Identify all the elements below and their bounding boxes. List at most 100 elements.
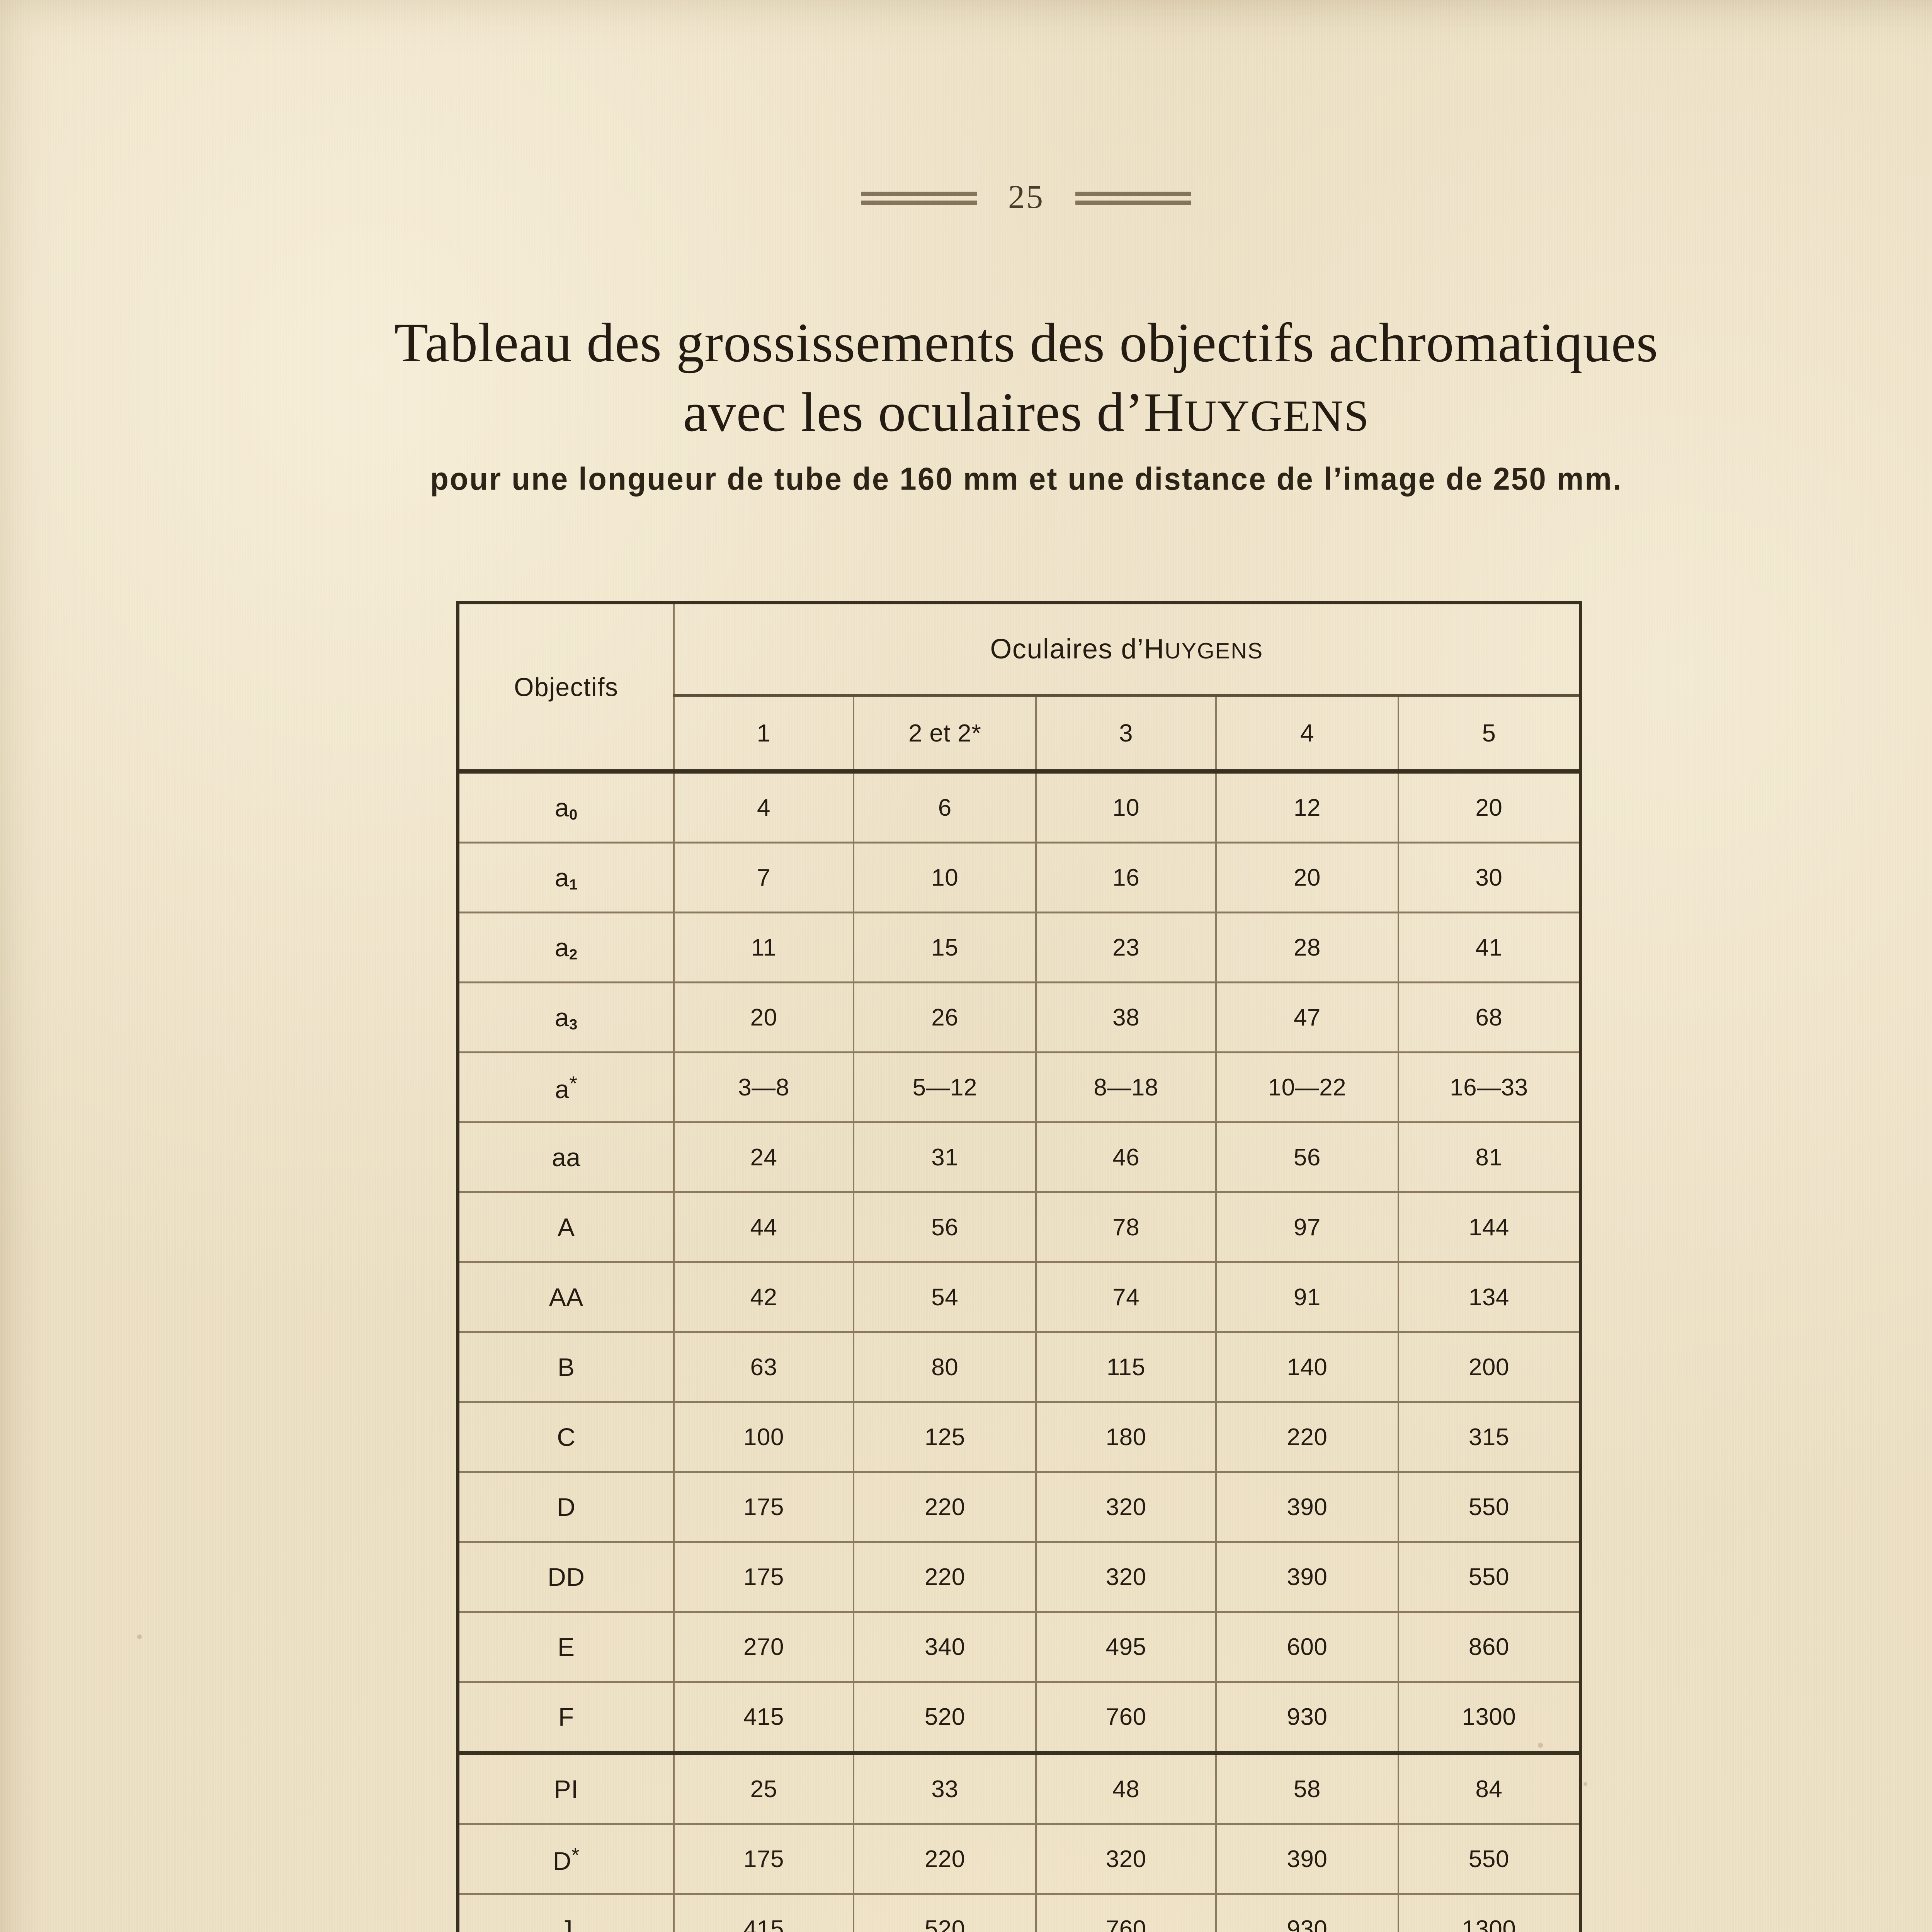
magnification-value: 415 — [673, 1893, 855, 1932]
magnification-value: 115 — [1035, 1331, 1217, 1403]
page-subtitle-line: avec les oculaires d’HUYGENS — [0, 377, 1932, 448]
row-label-objective: D — [457, 1471, 675, 1543]
column-header-5: 5 — [1397, 695, 1582, 774]
magnification-value: 320 — [1035, 1471, 1217, 1543]
magnification-value: 47 — [1215, 981, 1399, 1053]
title-block: Tableau des grossissements des objectifs… — [0, 309, 1932, 497]
table-row: a1 7 10 16 20 30 — [457, 842, 1582, 913]
row-label-objective: F — [457, 1681, 675, 1754]
magnification-value: 10 — [853, 842, 1037, 913]
magnification-value: 58 — [1215, 1751, 1399, 1825]
magnification-value: 315 — [1397, 1401, 1582, 1473]
magnification-value: 134 — [1397, 1261, 1582, 1333]
folio-rule-right-icon — [1075, 192, 1191, 205]
table-row: A 44 56 78 97 144 — [457, 1191, 1582, 1263]
magnification-value: 390 — [1215, 1823, 1399, 1895]
magnification-value: 125 — [853, 1401, 1037, 1473]
row-label-base: J — [560, 1915, 573, 1932]
oculaires-prefix: Oculaires d’ — [990, 634, 1144, 665]
magnification-value: 930 — [1215, 1681, 1399, 1754]
magnification-value: 84 — [1397, 1751, 1582, 1825]
row-label-base: A — [558, 1213, 575, 1242]
table-row: AA 42 54 74 91 134 — [457, 1261, 1582, 1333]
magnification-value: 11 — [673, 912, 855, 983]
magnification-value: 320 — [1035, 1541, 1217, 1613]
row-label-base: aa — [552, 1143, 581, 1172]
magnification-value: 7 — [673, 842, 855, 913]
row-label-base: E — [558, 1633, 575, 1661]
table-row: J 415 520 760 930 1300 — [457, 1893, 1582, 1932]
magnification-value: 1300 — [1397, 1681, 1582, 1754]
magnification-value: 144 — [1397, 1191, 1582, 1263]
oculaires-initial-cap: H — [1144, 634, 1165, 665]
magnification-value: 80 — [853, 1331, 1037, 1403]
magnification-value: 220 — [853, 1471, 1037, 1543]
magnification-value: 54 — [853, 1261, 1037, 1333]
row-label-subscript: 1 — [569, 876, 578, 893]
column-header-2: 2 et 2* — [853, 695, 1037, 774]
magnification-value: 56 — [1215, 1121, 1399, 1193]
title-line2-prefix: avec les oculaires d’ — [683, 381, 1144, 443]
magnification-value: 28 — [1215, 912, 1399, 983]
magnification-value: 930 — [1215, 1893, 1399, 1932]
magnification-value: 550 — [1397, 1823, 1582, 1895]
row-label-base: a — [554, 933, 569, 962]
magnification-value: 68 — [1397, 981, 1582, 1053]
magnification-value: 390 — [1215, 1541, 1399, 1613]
table-row: a3 20 26 38 47 68 — [457, 981, 1582, 1053]
magnification-value: 6 — [853, 769, 1037, 844]
magnification-value: 78 — [1035, 1191, 1217, 1263]
magnification-value: 270 — [673, 1611, 855, 1683]
row-label-objective: AA — [457, 1261, 675, 1333]
magnification-value: 550 — [1397, 1471, 1582, 1543]
table-body: a0 4 6 10 12 20 a1 7 10 16 20 30 a2 11 15 23 28 41 a3 20 26 3… — [457, 769, 1582, 1932]
magnification-value: 97 — [1215, 1191, 1399, 1263]
row-label-base: D — [557, 1493, 576, 1521]
table-row: C 100 125 180 220 315 — [457, 1401, 1582, 1473]
magnification-value: 48 — [1035, 1751, 1217, 1825]
magnification-value: 3—8 — [673, 1051, 855, 1123]
magnification-value: 44 — [673, 1191, 855, 1263]
column-header-3: 3 — [1035, 695, 1217, 774]
magnification-value: 175 — [673, 1823, 855, 1895]
column-header-1: 1 — [673, 695, 855, 774]
magnification-value: 33 — [853, 1751, 1037, 1825]
magnification-value: 4 — [673, 769, 855, 844]
row-label-objective: aa — [457, 1121, 675, 1193]
magnification-value: 24 — [673, 1121, 855, 1193]
magnification-value: 41 — [1397, 912, 1582, 983]
row-label-base: a — [555, 1075, 570, 1104]
magnification-value: 5—12 — [853, 1051, 1037, 1123]
magnification-value: 520 — [853, 1681, 1037, 1754]
magnification-value: 760 — [1035, 1681, 1217, 1754]
magnification-value: 1300 — [1397, 1893, 1582, 1932]
magnification-value: 25 — [673, 1751, 855, 1825]
magnification-value: 8—18 — [1035, 1051, 1217, 1123]
row-label-objective: E — [457, 1611, 675, 1683]
magnification-value: 600 — [1215, 1611, 1399, 1683]
magnification-value: 100 — [673, 1401, 855, 1473]
magnification-value: 760 — [1035, 1893, 1217, 1932]
magnification-value: 220 — [1215, 1401, 1399, 1473]
row-label-objective: a0 — [457, 769, 675, 844]
row-label-objective: A — [457, 1191, 675, 1263]
magnification-value: 16 — [1035, 842, 1217, 913]
header-oculaires-huygens: Oculaires d’HUYGENS — [673, 602, 1582, 697]
row-label-objective: a2 — [457, 912, 675, 983]
row-label-base: D — [553, 1847, 571, 1875]
table-row: D* 175 220 320 390 550 — [457, 1823, 1582, 1895]
row-label-objective: J — [457, 1893, 675, 1932]
table-row: DD 175 220 320 390 550 — [457, 1541, 1582, 1613]
magnification-value: 23 — [1035, 912, 1217, 983]
table-row: E 270 340 495 600 860 — [457, 1611, 1582, 1683]
magnification-value: 42 — [673, 1261, 855, 1333]
table-header-row-group: Objectifs Oculaires d’HUYGENS — [457, 601, 1582, 773]
row-label-base: a — [554, 793, 569, 822]
folio-rule-left-icon — [861, 192, 977, 205]
magnification-value: 91 — [1215, 1261, 1399, 1333]
magnification-value: 220 — [853, 1541, 1037, 1613]
magnification-value: 81 — [1397, 1121, 1582, 1193]
row-label-asterisk-icon: * — [569, 1072, 578, 1095]
row-label-objective: a* — [457, 1051, 675, 1123]
